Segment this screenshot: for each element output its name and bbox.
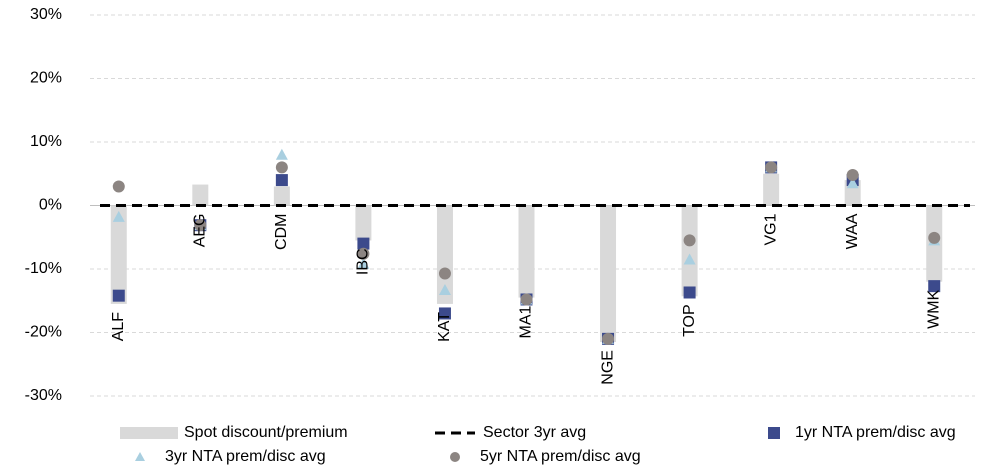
marker-circle [683, 234, 696, 247]
marker-square [275, 174, 288, 187]
y-tick-label: -10% [25, 260, 62, 277]
marker-circle [846, 169, 859, 182]
x-tick-label: CDM [273, 214, 290, 250]
marker-square [928, 280, 941, 293]
marker-circle [194, 219, 207, 232]
legend-swatch [120, 427, 178, 439]
legend-swatch [768, 427, 780, 439]
marker-square [112, 289, 125, 302]
marker-triangle [846, 177, 859, 189]
bar [273, 186, 290, 206]
bar [681, 205, 698, 297]
legend-label: Sector 3yr avg [483, 424, 586, 441]
x-tick-label: NGE [599, 350, 616, 385]
x-tick-label: IBC [355, 248, 372, 275]
bar [436, 205, 453, 304]
legend-label: 5yr NTA prem/disc avg [480, 448, 641, 465]
legend-swatch [135, 452, 145, 461]
bar [355, 205, 372, 241]
x-tick-label: TOP [681, 304, 698, 337]
y-tick-label: 20% [30, 70, 62, 87]
marker-circle [438, 267, 451, 280]
bar [110, 205, 127, 304]
x-tick-label: WMK [925, 289, 942, 328]
marker-triangle [357, 257, 370, 269]
x-tick-label: AEG [192, 214, 209, 248]
marker-triangle [683, 253, 696, 265]
bar [600, 205, 617, 343]
x-tick-label: KAT [436, 312, 453, 342]
marker-triangle [112, 210, 125, 222]
marker-triangle [438, 283, 451, 295]
marker-circle [357, 247, 370, 260]
legend-label: 1yr NTA prem/disc avg [795, 424, 956, 441]
marker-circle [602, 332, 615, 345]
legend-label: 3yr NTA prem/disc avg [165, 448, 326, 465]
legend-label: Spot discount/premium [184, 424, 348, 441]
bar [192, 184, 209, 206]
marker-square [683, 286, 696, 299]
marker-square [438, 307, 451, 320]
marker-circle [520, 293, 533, 306]
x-tick-label: ALF [110, 312, 127, 342]
bar [518, 205, 535, 298]
y-tick-label: -20% [25, 324, 62, 341]
marker-circle [112, 180, 125, 193]
y-tick-label: 30% [30, 6, 62, 23]
marker-square [357, 237, 370, 250]
x-tick-label: WAA [844, 213, 861, 249]
x-tick-label: VG1 [762, 213, 779, 245]
y-tick-label: 0% [39, 197, 62, 214]
marker-triangle [275, 148, 288, 160]
bar [763, 173, 780, 206]
marker-circle [765, 161, 778, 174]
marker-circle [928, 231, 941, 244]
x-tick-label: MA1 [518, 305, 535, 338]
legend-swatch [450, 452, 460, 462]
y-tick-label: 10% [30, 133, 62, 150]
y-tick-label: -30% [25, 387, 62, 404]
marker-circle [275, 161, 288, 174]
